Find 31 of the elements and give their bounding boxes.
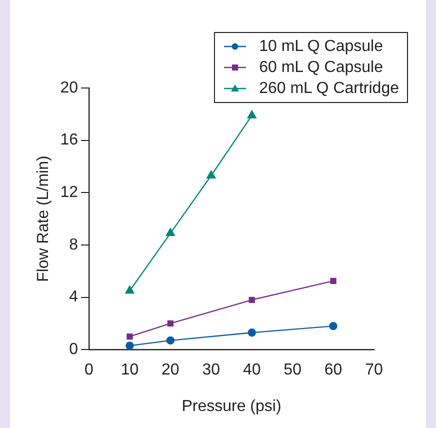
x-tick-label: 60 [324,362,342,379]
point [330,278,336,284]
y-tick-label: 0 [69,341,78,358]
y-axis-title: Flow Rate (L/min) [35,156,52,282]
legend-label: 60 mL Q Capsule [259,59,383,76]
x-tick-label: 10 [120,362,139,379]
x-axis-title: Pressure (psi) [182,398,282,415]
y-tick-label: 8 [69,236,78,254]
point [248,296,255,303]
legend-label: 10 mL Q Capsule [259,38,383,55]
x-tick-label: 40 [242,362,261,379]
x-tick-label: 70 [365,362,383,379]
point [166,228,175,236]
x-tick-label: 20 [162,362,180,379]
y-tick-label: 16 [60,132,78,149]
point [126,342,134,350]
point [247,110,256,118]
point [125,286,134,294]
x-tick-label: 0 [84,362,94,379]
y-tick-label: 12 [60,184,78,202]
point [248,328,256,337]
point [126,333,133,340]
point [329,322,338,330]
point [206,170,216,178]
y-tick-label: 20 [60,79,78,96]
point [167,320,174,327]
y-tick-label: 4 [69,288,78,306]
point [166,336,175,345]
legend-label: 260 mL Q Cartridge [259,80,399,97]
x-tick-label: 50 [284,362,302,379]
x-tick-label: 30 [202,362,220,379]
